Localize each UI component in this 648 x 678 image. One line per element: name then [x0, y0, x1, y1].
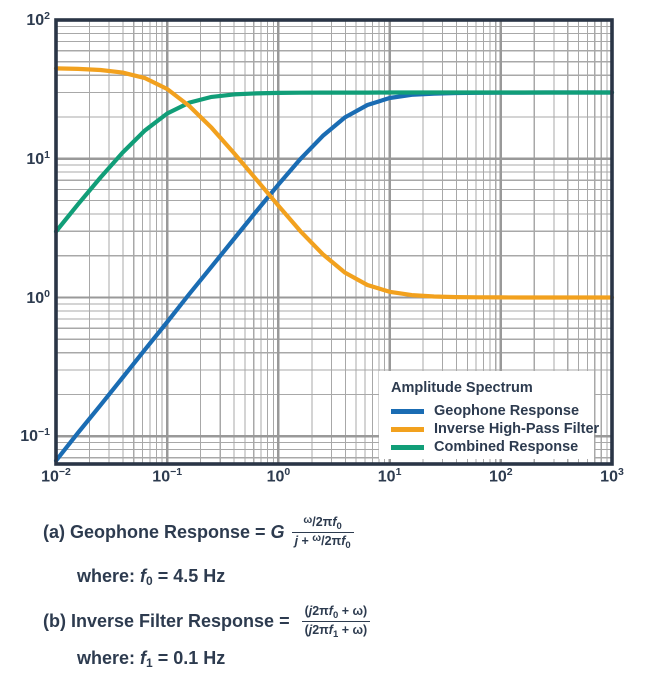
amplitude-spectrum-chart [53, 18, 615, 466]
y-tick-label: 101 [26, 148, 50, 168]
x-tick-label: 10−1 [152, 466, 183, 486]
formula-b-fraction: (j2πf0 + ω) (j2πf1 + ω) [301, 604, 371, 640]
formula-a-text: (a) Geophone Response = [43, 521, 271, 542]
legend-title: Amplitude Spectrum [391, 380, 533, 396]
x-tick-label: 102 [488, 466, 513, 486]
legend-item: Geophone Response [391, 402, 594, 420]
formula-a-fraction: ω/2πf0 j + ω/2πf0 [291, 514, 354, 551]
x-tick-label: 10−2 [41, 466, 71, 486]
gain-symbol: G [270, 521, 285, 542]
x-tick-label: 103 [600, 466, 624, 486]
formula-a: (a) Geophone Response = G ω/2πf0 j + ω/2… [43, 514, 354, 551]
legend-item: Inverse High-Pass Filter [391, 420, 599, 438]
x-tick-label: 100 [266, 466, 291, 486]
legend-item-label: Combined Response [434, 439, 579, 455]
geophone-line-swatch [391, 408, 424, 414]
x-tick-label: 101 [377, 466, 402, 486]
y-tick-label: 10−1 [20, 426, 50, 446]
y-tick-label: 100 [26, 287, 50, 307]
legend-item: Combined Response [391, 438, 594, 456]
y-tick-label: 102 [26, 9, 50, 30]
inverse-filter-line-swatch [391, 426, 424, 432]
formula-b-text: (b) Inverse Filter Response = [43, 610, 295, 631]
legend-item-label: Geophone Response [434, 403, 580, 419]
formula-b: (b) Inverse Filter Response = (j2πf0 + ω… [43, 604, 371, 640]
combined-line-swatch [391, 444, 424, 450]
legend-item-label: Inverse High-Pass Filter [434, 421, 600, 437]
legend: Amplitude Spectrum Geophone Response Inv… [379, 371, 599, 459]
